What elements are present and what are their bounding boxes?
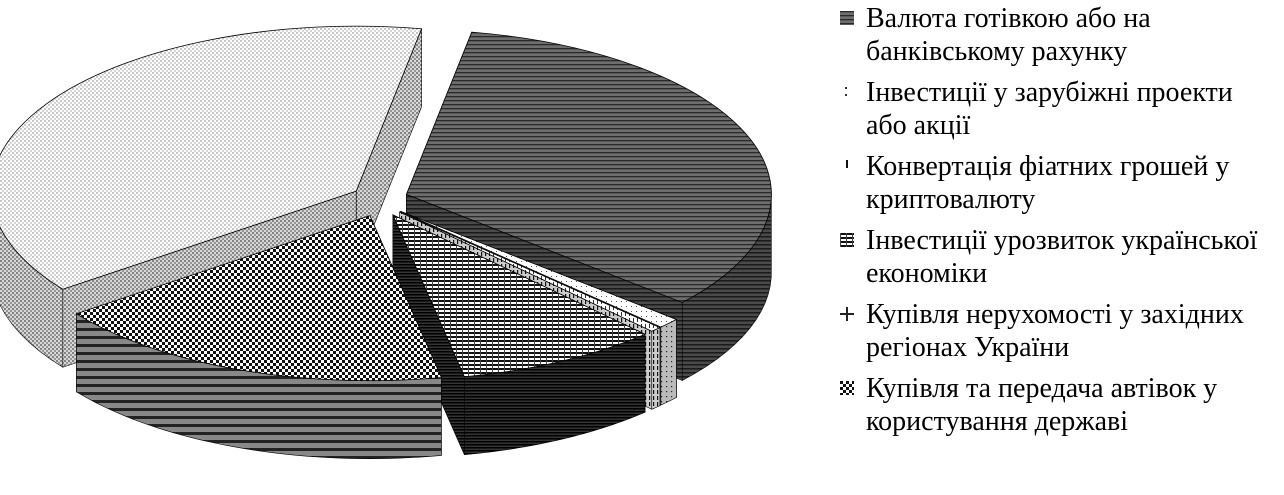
legend-label: Купівля нерухомості у західних регіонах … bbox=[866, 299, 1244, 363]
pie-chart bbox=[0, 25, 772, 459]
pie-slice-top bbox=[75, 215, 442, 382]
pie-slice-top bbox=[400, 211, 678, 328]
legend-item: Конвертація фіатних грошей у криптовалют… bbox=[838, 150, 1278, 216]
legend-item: Купівля та передача автівок у користуван… bbox=[838, 372, 1278, 438]
legend-swatch bbox=[840, 11, 854, 25]
legend: Валюта готівкою або на банківському раху… bbox=[838, 2, 1278, 446]
legend-item: Купівля нерухомості у західних регіонах … bbox=[838, 298, 1278, 364]
pie-slice-side bbox=[660, 318, 677, 406]
pie-slice-top bbox=[405, 31, 772, 303]
legend-swatch bbox=[840, 307, 854, 321]
pie-slice-side bbox=[651, 327, 661, 410]
legend-label: Конвертація фіатних грошей у криптовалют… bbox=[866, 151, 1230, 215]
pie-slice bbox=[392, 214, 647, 456]
legend-item: Валюта готівкою або на банківському раху… bbox=[838, 2, 1278, 68]
legend-swatch bbox=[840, 381, 854, 395]
pie-slice bbox=[75, 215, 442, 459]
pie-slice-top bbox=[399, 211, 661, 332]
legend-label: Купівля та передача автівок у користуван… bbox=[866, 373, 1218, 437]
legend-swatch bbox=[845, 87, 847, 96]
legend-label: Валюта готівкою або на банківському раху… bbox=[866, 3, 1151, 67]
pie-slice-top bbox=[392, 214, 647, 378]
pie-slices-group bbox=[0, 25, 772, 459]
pie-slice-top bbox=[0, 25, 423, 290]
legend-item: Інвестиції у зарубіжні проекти або акції bbox=[838, 76, 1278, 142]
legend-swatch bbox=[840, 233, 854, 247]
pie-chart-area bbox=[0, 25, 772, 459]
legend-label: Інвестиції у зарубіжні проекти або акції bbox=[866, 77, 1233, 141]
legend-item: Інвестиції урозвиток української економі… bbox=[838, 224, 1278, 290]
legend-swatch bbox=[846, 160, 848, 168]
legend-label: Інвестиції урозвиток української економі… bbox=[866, 225, 1258, 289]
